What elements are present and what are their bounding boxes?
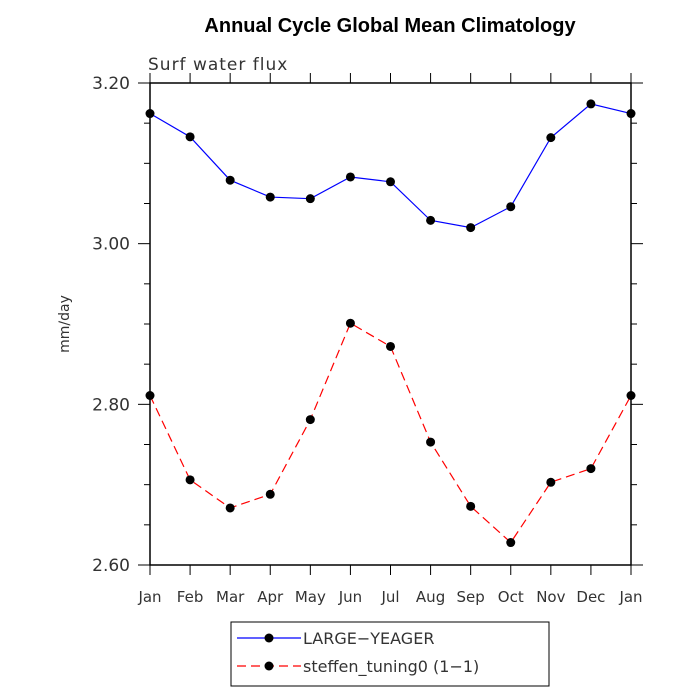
axis-ticks [138,73,643,575]
y-tick-label: 3.00 [92,235,130,255]
legend-marker [264,661,274,671]
chart-title: Annual Cycle Global Mean Climatology [204,15,576,37]
data-point [305,415,315,425]
y-tick-label: 2.80 [92,395,130,415]
data-point [466,223,476,233]
legend: LARGE−YEAGER steffen_tuning0 (1−1) [237,629,479,677]
data-point [546,477,556,487]
x-tick-label: Dec [576,588,605,606]
data-point [626,109,636,119]
legend-box [230,621,550,687]
data-point [185,475,195,485]
data-point [586,464,596,474]
x-tick-label: Jul [380,588,399,606]
x-tick-label: Aug [416,588,445,606]
series-layer [145,99,636,548]
x-tick-label: Sep [457,588,485,606]
x-tick-label: Jan [137,588,161,606]
x-tick-labels: Jan Feb Mar Apr May Jun Jul Aug Sep Oct Nov Dec Jan [137,588,642,606]
x-tick-label: Oct [498,588,524,606]
data-point [466,501,476,511]
legend-label: LARGE−YEAGER [303,629,434,648]
series-line [149,103,632,229]
data-point [386,341,395,351]
data-point [145,390,155,400]
x-tick-label: Jan [618,588,642,606]
data-point [506,538,516,548]
data-point [426,437,436,447]
data-point [345,318,355,328]
data-point [546,133,556,143]
series-line [149,322,632,544]
legend-label: steffen_tuning0 (1−1) [303,657,479,677]
data-point [265,489,275,499]
data-point [626,390,636,400]
data-point [305,194,315,204]
x-tick-label: Nov [536,588,565,606]
data-point [225,503,235,513]
data-point [506,202,516,212]
y-tick-label: 2.60 [92,556,130,576]
data-point [145,109,155,119]
data-point [265,192,275,202]
data-point [345,172,355,182]
series-2 [145,318,636,548]
series-1 [145,99,636,233]
x-tick-label: Apr [257,588,284,606]
data-point [586,99,596,109]
y-tick-label: 3.20 [92,74,130,94]
plot-frame [149,82,632,566]
data-point [426,215,436,225]
chart-subtitle: Surf water flux [148,55,288,75]
legend-marker [264,633,274,643]
y-tick-labels: 2.60 2.80 3.00 3.20 [92,74,130,576]
x-tick-label: Feb [177,588,204,606]
data-point [225,175,235,185]
data-point [185,132,195,142]
data-point [386,177,395,187]
x-tick-label: Mar [216,588,245,606]
x-tick-label: Jun [338,588,362,606]
x-tick-label: May [295,588,326,606]
y-axis-label: mm/day [57,295,73,353]
